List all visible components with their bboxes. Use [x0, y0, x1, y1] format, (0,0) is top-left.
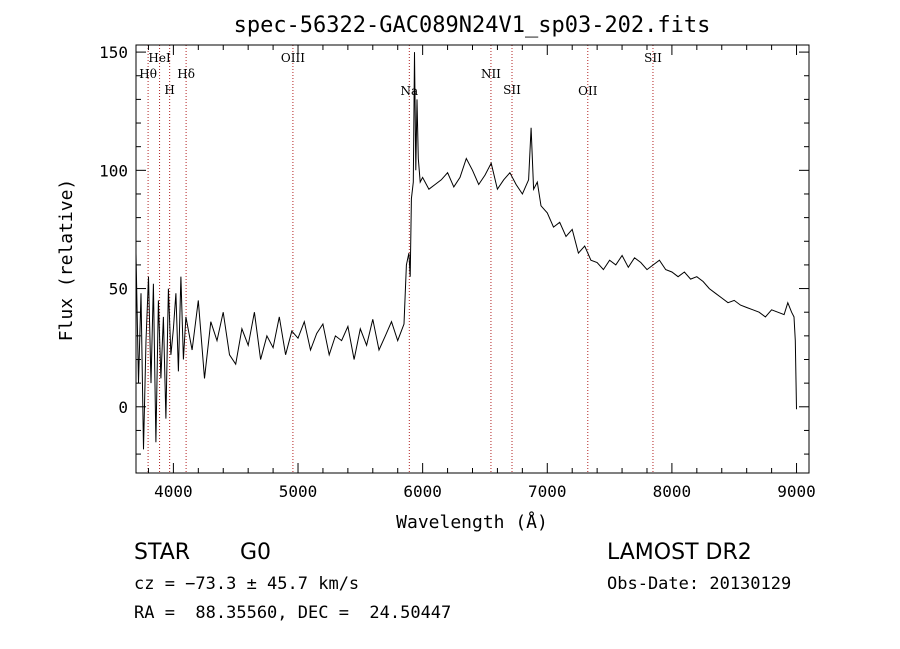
- coordinates: RA = 88.35560, DEC = 24.50447: [134, 603, 452, 623]
- x-axis: 4000 5000 6000 7000 8000 9000: [147, 45, 816, 501]
- y-tick-label: 0: [118, 398, 128, 417]
- x-tick-label: 6000: [403, 482, 442, 501]
- plot-frame: [135, 44, 810, 474]
- y-axis: 0 50 100 150: [99, 43, 809, 455]
- chart-title: spec-56322-GAC089N24V1_sp03-202.fits: [234, 13, 711, 38]
- line-label-1: HeI: [148, 51, 171, 65]
- x-tick-label: 9000: [777, 482, 816, 501]
- object-class: STAR: [134, 540, 191, 565]
- line-label-4: OIII: [281, 51, 305, 65]
- line-label-8: OII: [578, 84, 598, 98]
- y-tick-label: 150: [99, 43, 128, 62]
- line-label-2: H: [164, 83, 174, 97]
- object-subclass: G0: [240, 540, 272, 565]
- x-tick-label: 5000: [279, 482, 318, 501]
- x-axis-label: Wavelength (Å): [396, 511, 548, 533]
- x-tick-label: 7000: [528, 482, 567, 501]
- y-tick-label: 50: [109, 280, 128, 299]
- line-label-7: SII: [503, 83, 521, 97]
- spectrum-line-0: [135, 52, 797, 450]
- line-label-3: Hδ: [177, 67, 195, 81]
- line-label-9: SII: [644, 51, 662, 65]
- line-label-5: Na: [400, 84, 418, 98]
- y-axis-label: Flux (relative): [56, 179, 77, 342]
- spectrum-series-group: [135, 52, 797, 450]
- survey-name: LAMOST DR2: [607, 540, 752, 565]
- y-tick-label: 100: [99, 161, 128, 180]
- x-tick-label: 4000: [154, 482, 193, 501]
- line-label-6: NII: [481, 67, 501, 81]
- observation-date: Obs-Date: 20130129: [607, 574, 792, 594]
- x-tick-label: 8000: [653, 482, 692, 501]
- line-label-0: Hθ: [139, 67, 157, 81]
- redshift-cz: cz = −73.3 ± 45.7 km/s: [134, 574, 360, 594]
